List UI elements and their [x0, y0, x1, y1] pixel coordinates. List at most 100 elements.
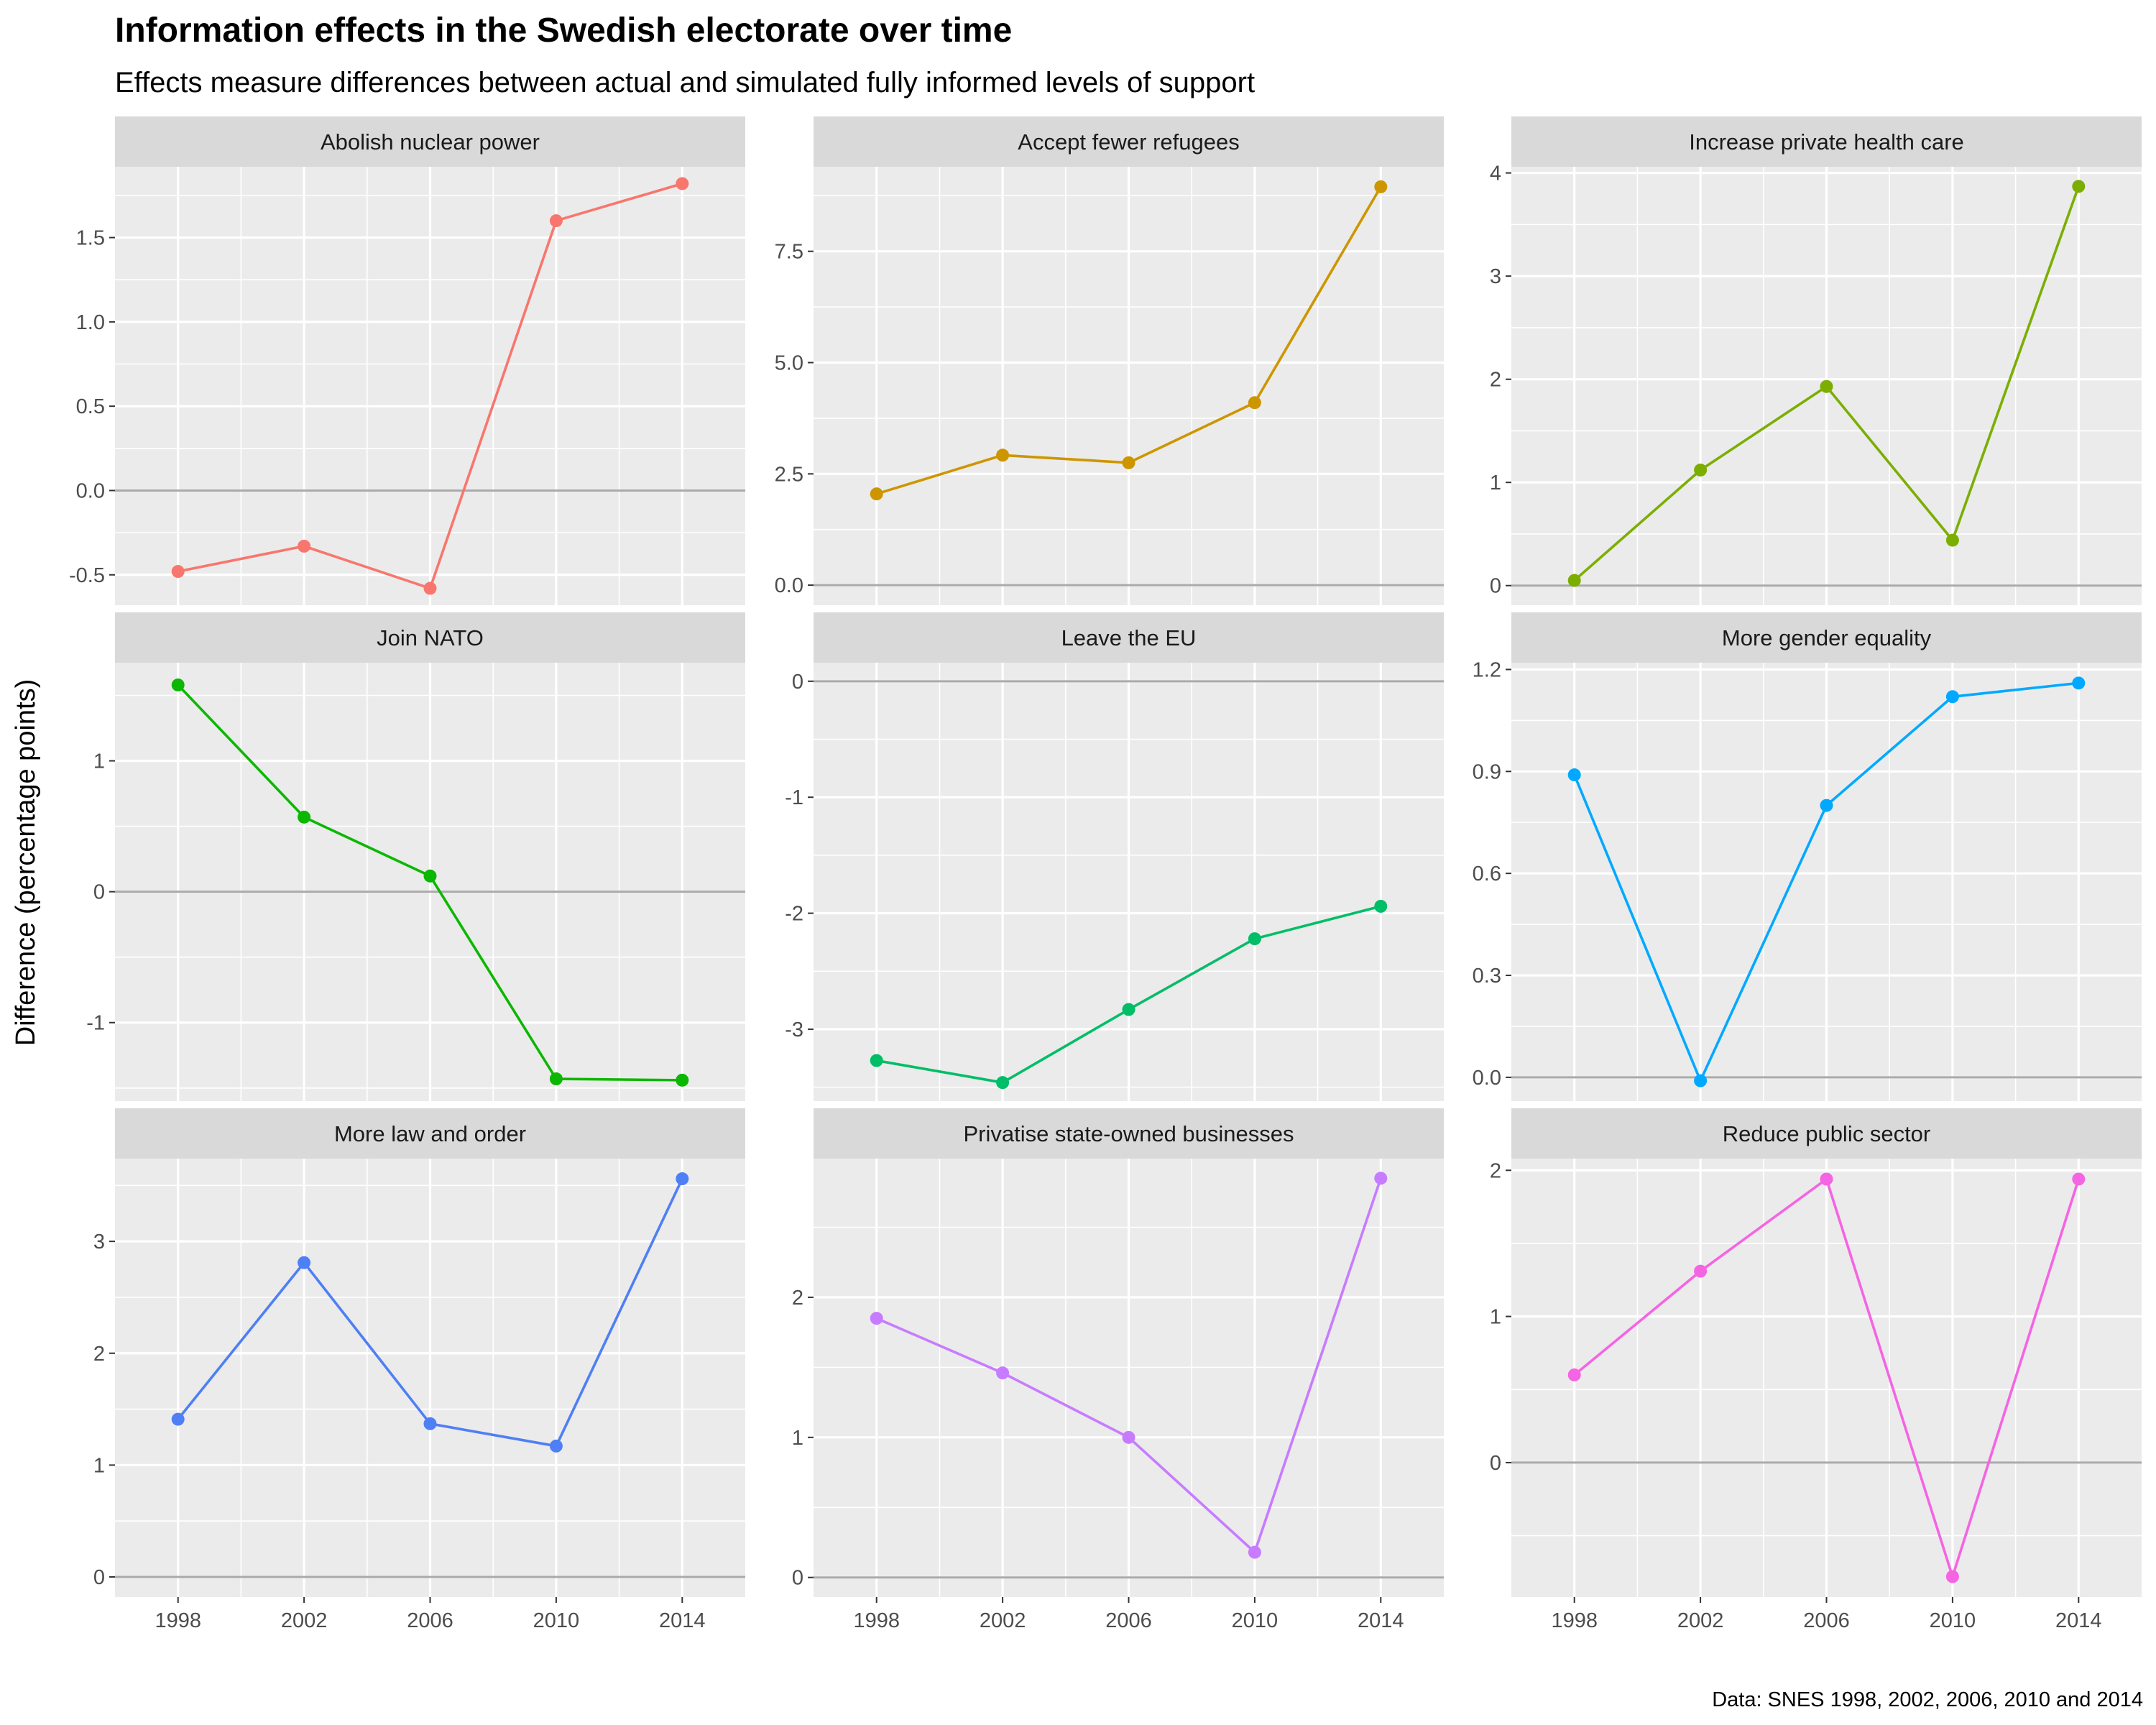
facet-strip — [814, 116, 1444, 167]
data-point — [1248, 396, 1261, 410]
data-point — [423, 869, 437, 883]
y-axis-label: Difference (percentage points) — [11, 679, 41, 1046]
y-tick-label: 0 — [1490, 575, 1501, 598]
data-point — [171, 565, 185, 579]
data-point — [549, 214, 563, 228]
data-point — [1567, 768, 1581, 782]
facet-strip-label: Accept fewer refugees — [1018, 129, 1239, 155]
data-point — [996, 448, 1010, 462]
facet-panel: Join NATO -1 0 1 — [86, 612, 745, 1101]
data-point — [2072, 1172, 2086, 1186]
facet-panels: Abolish nuclear power -0.5 0.0 0.5 1.0 1.5 Acc… — [69, 116, 2142, 1632]
facet-strip — [115, 612, 745, 663]
data-point — [1945, 533, 1959, 547]
chart-subtitle: Effects measure differences between actu… — [115, 67, 1255, 98]
x-tick-label: 2006 — [1803, 1609, 1850, 1632]
y-tick-label: 2 — [1490, 369, 1501, 392]
y-tick-label: 4 — [1490, 162, 1501, 185]
x-tick-label: 2014 — [659, 1609, 706, 1632]
data-point — [1567, 1368, 1581, 1381]
x-tick-label: 1998 — [853, 1609, 900, 1632]
data-point — [996, 1076, 1010, 1090]
facet-strip-label: Abolish nuclear power — [321, 129, 540, 155]
y-tick-label: 2.5 — [775, 463, 803, 486]
data-point — [298, 810, 311, 824]
y-tick-label: 5.0 — [775, 351, 803, 374]
y-tick-label: 1.2 — [1473, 658, 1501, 681]
data-point — [1820, 799, 1833, 812]
x-tick-label: 2002 — [281, 1609, 328, 1632]
y-tick-label: 1 — [93, 1454, 105, 1477]
data-point — [676, 177, 689, 190]
facet-strip-label: More law and order — [334, 1121, 526, 1146]
data-point — [298, 1256, 311, 1269]
y-tick-label: 0.0 — [1473, 1067, 1501, 1090]
y-tick-label: -1 — [86, 1012, 105, 1035]
x-tick-label: 2010 — [1232, 1609, 1279, 1632]
y-tick-label: 0.9 — [1473, 760, 1501, 783]
y-tick-label: 0 — [93, 1566, 105, 1589]
y-tick-label: -0.5 — [69, 564, 105, 587]
facet-panel: Increase private health care 0 1 2 3 4 — [1490, 116, 2142, 605]
x-tick-label: 2010 — [533, 1609, 580, 1632]
y-tick-label: 1.5 — [76, 227, 105, 250]
y-tick-label: 0 — [792, 1567, 803, 1590]
data-point — [996, 1366, 1010, 1380]
data-point — [1248, 932, 1261, 946]
facet-panel: More gender equality 0.0 0.3 0.6 0.9 1.2 — [1473, 612, 2142, 1101]
y-tick-label: 0.3 — [1473, 965, 1501, 988]
y-tick-label: 2 — [1490, 1159, 1501, 1182]
data-point — [1694, 463, 1708, 477]
x-tick-label: 1998 — [1551, 1609, 1598, 1632]
facet-panel: Privatise state-owned businesses 0 1 2 1998 2… — [792, 1108, 1444, 1632]
y-tick-label: 2 — [93, 1343, 105, 1366]
y-tick-label: -2 — [785, 903, 803, 926]
facet-strip-label: Privatise state-owned businesses — [963, 1121, 1294, 1146]
facet-strip-label: Increase private health care — [1689, 129, 1964, 155]
data-point — [870, 1312, 883, 1325]
facet-strip — [1511, 116, 2142, 167]
facet-strip — [814, 612, 1444, 663]
data-point — [870, 1054, 883, 1067]
data-point — [1374, 180, 1388, 193]
data-point — [423, 1417, 437, 1430]
data-point — [298, 539, 311, 553]
y-tick-label: 0.5 — [76, 395, 105, 418]
facet-strip-label: Leave the EU — [1061, 625, 1197, 650]
y-tick-label: -1 — [785, 786, 803, 809]
data-point — [1122, 1003, 1135, 1016]
y-tick-label: 3 — [93, 1230, 105, 1254]
data-point — [2072, 676, 2086, 690]
y-tick-label: 0.0 — [76, 479, 105, 502]
data-point — [171, 678, 185, 691]
x-tick-label: 2014 — [1358, 1609, 1404, 1632]
data-point — [1945, 1570, 1959, 1583]
data-point — [676, 1172, 689, 1186]
data-point — [171, 1412, 185, 1426]
x-tick-label: 2010 — [1930, 1609, 1976, 1632]
data-point — [1694, 1264, 1708, 1278]
x-tick-label: 2014 — [2055, 1609, 2102, 1632]
data-point — [1248, 1545, 1261, 1559]
x-tick-label: 2006 — [1105, 1609, 1152, 1632]
x-tick-label: 2002 — [1677, 1609, 1724, 1632]
facet-strip-label: Join NATO — [377, 625, 484, 650]
y-tick-label: 1 — [792, 1427, 803, 1450]
data-point — [549, 1072, 563, 1086]
chart-title: Information effects in the Swedish elect… — [115, 12, 1012, 50]
facet-strip — [1511, 612, 2142, 663]
y-tick-label: 1 — [1490, 472, 1501, 494]
y-tick-label: 0 — [792, 671, 803, 694]
data-point — [870, 487, 883, 501]
x-tick-label: 2006 — [407, 1609, 453, 1632]
y-tick-label: -3 — [785, 1018, 803, 1041]
facet-panel: Abolish nuclear power -0.5 0.0 0.5 1.0 1.5 — [69, 116, 745, 605]
data-point — [1945, 690, 1959, 704]
y-tick-label: 3 — [1490, 265, 1501, 288]
y-tick-label: 0 — [1490, 1452, 1501, 1475]
data-point — [549, 1439, 563, 1453]
data-point — [1122, 456, 1135, 469]
y-tick-label: 2 — [792, 1287, 803, 1310]
y-tick-label: 1 — [1490, 1306, 1501, 1329]
data-point — [2072, 180, 2086, 193]
